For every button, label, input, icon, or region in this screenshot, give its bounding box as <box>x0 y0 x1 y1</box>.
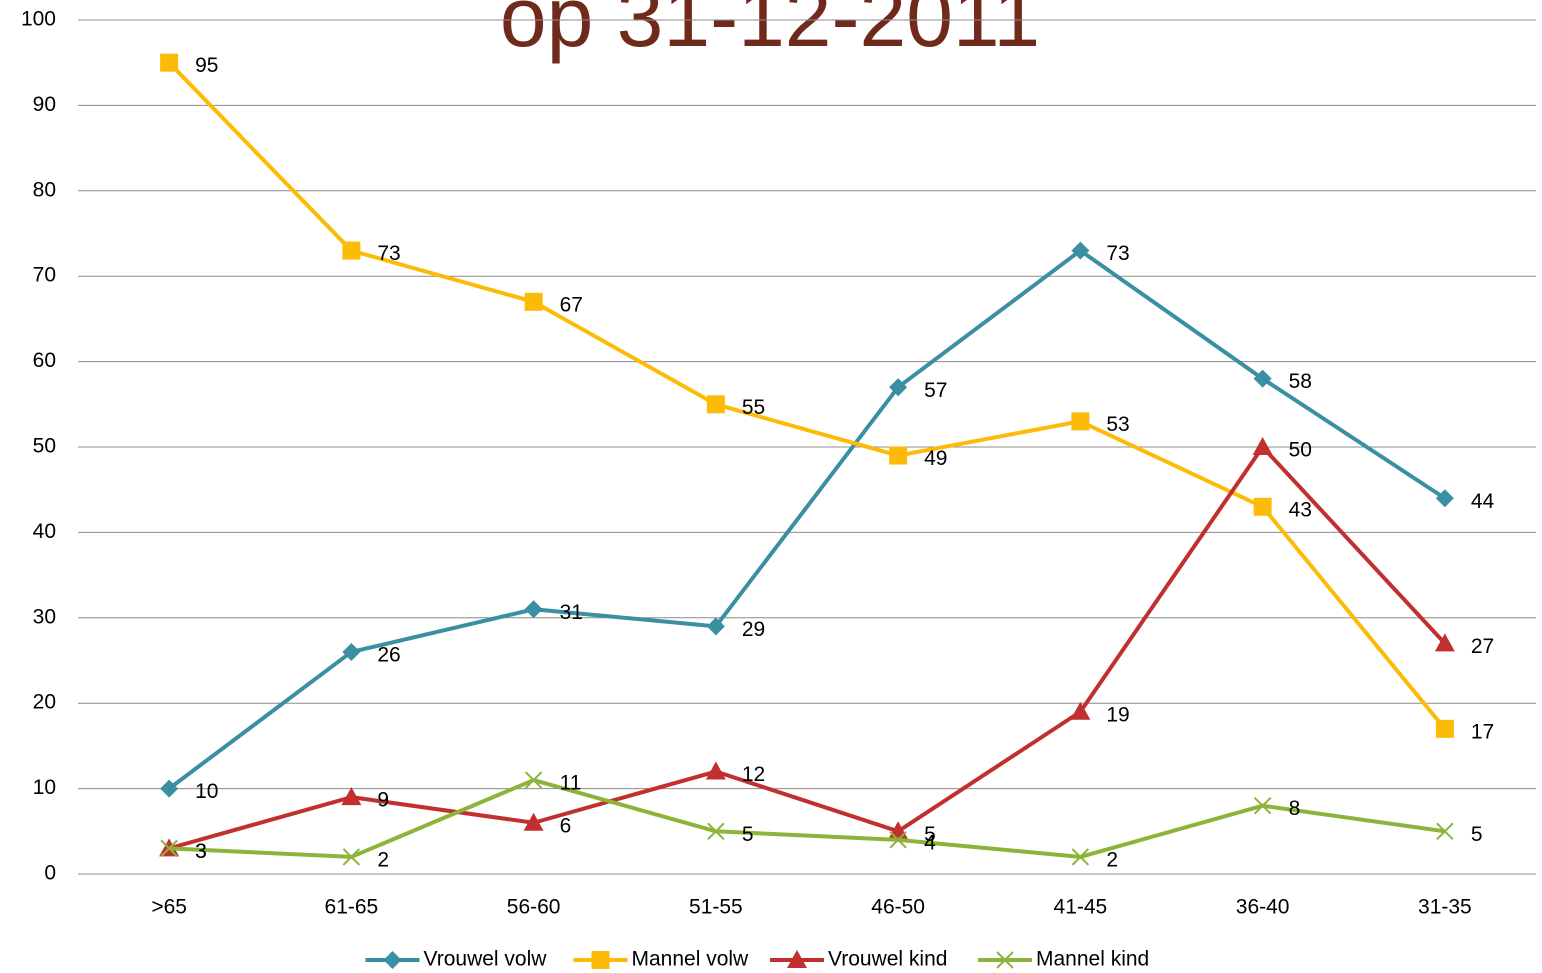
marker <box>1435 719 1454 738</box>
data-label: 3 <box>195 840 207 863</box>
marker <box>524 292 543 311</box>
data-label: 31 <box>560 601 583 624</box>
marker <box>342 848 361 866</box>
data-label: 8 <box>1289 797 1301 820</box>
y-tick-label: 60 <box>33 349 56 372</box>
marker <box>524 600 543 619</box>
marker <box>160 779 179 798</box>
data-label: 55 <box>742 396 765 419</box>
marker <box>889 378 908 397</box>
data-label: 67 <box>560 293 583 316</box>
marker <box>706 617 725 636</box>
marker <box>1071 412 1090 431</box>
data-label: 58 <box>1289 370 1312 393</box>
x-tick-label: 41-45 <box>1054 896 1108 919</box>
legend-label: Vrouwel kind <box>828 948 947 971</box>
data-label: 5 <box>924 823 936 846</box>
x-tick-label: 51-55 <box>689 896 743 919</box>
marker <box>524 771 543 789</box>
y-tick-label: 50 <box>33 435 56 458</box>
chart-title: op 31-12-2011 <box>500 0 1040 64</box>
data-label: 11 <box>560 772 582 795</box>
y-tick-label: 40 <box>33 520 56 543</box>
y-tick-label: 30 <box>33 605 56 628</box>
data-label: 95 <box>195 54 218 77</box>
series-line <box>167 248 1446 791</box>
marker <box>707 822 725 841</box>
marker <box>1435 489 1454 508</box>
data-label: 2 <box>377 848 389 871</box>
series-line <box>168 445 1447 851</box>
data-label: 4 <box>924 831 936 854</box>
data-label: 12 <box>742 763 765 786</box>
data-label: 9 <box>377 789 389 812</box>
marker <box>1253 497 1272 516</box>
x-tick-label: 36-40 <box>1236 896 1290 919</box>
data-label: 19 <box>1106 703 1129 726</box>
legend-label: Vrouwel volw <box>424 948 548 971</box>
data-label: 73 <box>1106 242 1129 265</box>
data-label: 44 <box>1471 490 1495 513</box>
y-tick-label: 100 <box>21 8 56 31</box>
x-tick-label: >65 <box>151 896 187 919</box>
marker <box>591 951 610 969</box>
data-label: 49 <box>924 447 947 470</box>
marker <box>341 787 362 806</box>
data-label: 73 <box>377 242 400 265</box>
marker <box>160 839 178 858</box>
data-label: 3 <box>195 840 207 863</box>
legend-label: Mannel kind <box>1036 948 1149 971</box>
marker <box>383 951 402 969</box>
marker <box>889 446 908 465</box>
data-label: 57 <box>924 379 947 402</box>
legend-label: Mannel volw <box>632 948 750 971</box>
data-label: 43 <box>1289 498 1312 521</box>
data-label: 5 <box>742 823 754 846</box>
y-tick-label: 90 <box>33 93 56 116</box>
legend-marker <box>787 950 807 968</box>
y-tick-label: 70 <box>33 264 56 287</box>
x-tick-label: 56-60 <box>507 896 561 919</box>
legend-marker <box>591 951 610 969</box>
marker <box>996 951 1014 969</box>
data-label: 2 <box>1106 848 1118 871</box>
marker <box>342 642 361 661</box>
marker <box>1434 633 1455 652</box>
marker <box>1253 796 1272 815</box>
marker <box>787 950 807 968</box>
marker <box>706 395 725 414</box>
marker <box>1436 822 1454 841</box>
marker <box>1071 848 1090 866</box>
data-label: 5 <box>1471 823 1483 846</box>
data-label: 50 <box>1289 439 1312 462</box>
marker <box>889 831 907 849</box>
data-label: 6 <box>560 814 572 837</box>
data-label: 17 <box>1471 720 1494 743</box>
y-tick-label: 80 <box>33 178 56 201</box>
x-tick-label: 46-50 <box>871 896 925 919</box>
y-tick-label: 0 <box>44 862 56 885</box>
data-label: 27 <box>1471 635 1494 658</box>
data-label: 10 <box>195 780 218 803</box>
y-tick-label: 20 <box>33 691 56 714</box>
y-tick-label: 10 <box>33 776 56 799</box>
legend-marker <box>383 951 402 969</box>
series-line <box>169 778 1446 859</box>
marker <box>705 761 726 780</box>
data-label: 29 <box>742 618 765 641</box>
x-tick-label: 31-35 <box>1418 896 1472 919</box>
marker <box>523 812 544 831</box>
marker <box>1252 437 1273 455</box>
marker <box>342 241 361 260</box>
data-label: 53 <box>1106 413 1129 436</box>
marker <box>160 53 179 72</box>
marker <box>1071 241 1090 260</box>
data-label: 26 <box>377 644 400 667</box>
marker <box>1253 369 1272 388</box>
series-line <box>167 61 1447 731</box>
legend-marker <box>996 951 1014 969</box>
x-tick-label: 61-65 <box>325 896 379 919</box>
marker <box>1070 701 1091 720</box>
